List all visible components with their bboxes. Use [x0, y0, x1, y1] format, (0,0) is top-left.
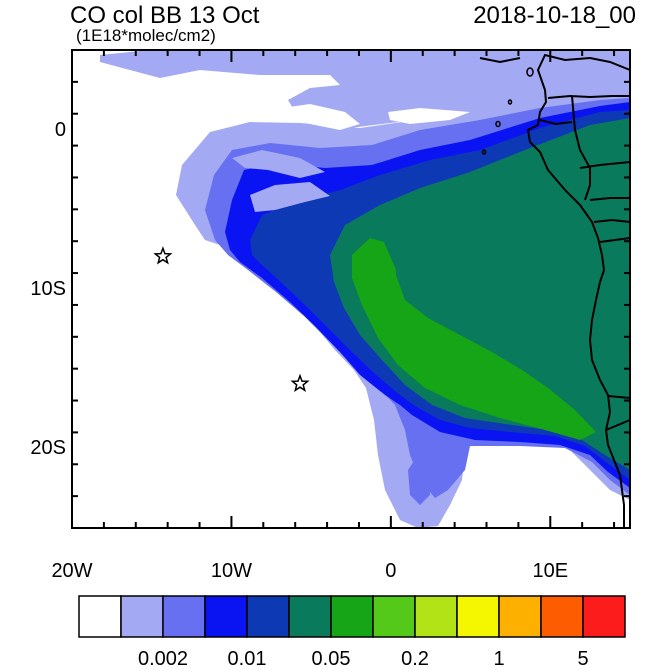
map-datetime: 2018-10-18_00: [473, 2, 636, 29]
co-low-hole: [282, 104, 360, 130]
colorbar-label: 0.2: [401, 648, 429, 670]
colorbar-swatch: [456, 595, 500, 638]
latitude-label: 10S: [30, 278, 66, 300]
map-frame: [71, 49, 631, 529]
station-star-icon: [153, 246, 173, 265]
map-title: CO col BB 13 Oct: [70, 2, 260, 29]
longitude-label: 0: [385, 560, 397, 582]
colorbar-label: 5: [577, 648, 589, 670]
colorbar-swatch: [372, 595, 416, 638]
map-units: (1E18*molec/cm2): [76, 26, 216, 45]
colorbar-label: 0.01: [227, 648, 267, 670]
colorbar-label: 0.002: [137, 648, 189, 670]
co-field: [72, 50, 630, 528]
co-band-teal: [330, 118, 630, 470]
co-streak: [250, 182, 330, 212]
colorbar-swatch: [582, 595, 626, 638]
colorbar-swatch: [204, 595, 248, 638]
longitude-label: 20W: [51, 560, 93, 582]
longitude-label: 10E: [532, 560, 569, 582]
colorbar: [78, 595, 626, 638]
islands: [481, 67, 534, 155]
latitude-label: 20S: [30, 437, 66, 460]
co-band-teal-patch: [395, 220, 475, 310]
coastline: [479, 53, 631, 528]
colorbar-swatch: [78, 595, 122, 638]
station-star-icon: [290, 373, 310, 393]
axis-ticks: [71, 49, 630, 529]
colorbar-swatch: [288, 595, 332, 638]
colorbar-label: 1: [493, 648, 505, 670]
colorbar-swatch: [540, 595, 584, 638]
colorbar-label: 0.05: [311, 648, 351, 670]
colorbar-swatch: [330, 595, 374, 638]
colorbar-swatch: [120, 595, 164, 638]
longitude-label: 10W: [210, 560, 252, 582]
colorbar-swatch: [498, 595, 542, 638]
co-band-green: [352, 238, 596, 440]
co-streak: [232, 150, 325, 178]
co-low-hole: [388, 108, 470, 124]
colorbar-swatch: [162, 595, 206, 638]
colorbar-swatch: [414, 595, 458, 638]
station-markers: [153, 246, 310, 393]
colorbar-swatch: [246, 595, 290, 638]
co-streak: [408, 455, 430, 505]
latitude-label: 0: [54, 118, 66, 141]
